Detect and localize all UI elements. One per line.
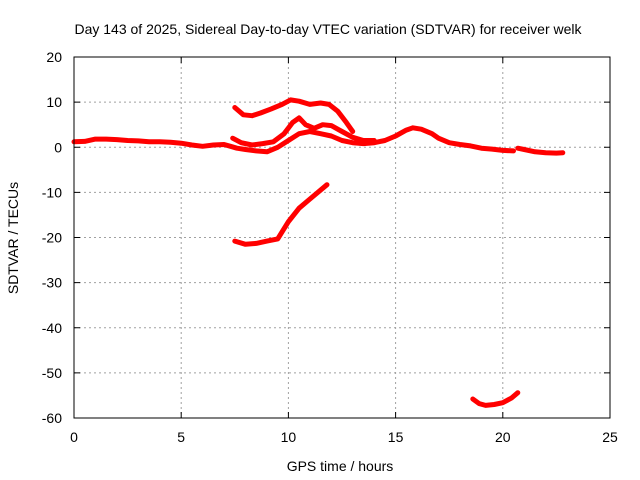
y-tick-label: -50 [42, 365, 62, 381]
chart-title: Day 143 of 2025, Sidereal Day-to-day VTE… [74, 21, 582, 37]
y-axis-title: SDTVAR / TECUs [5, 182, 21, 294]
y-tick-label: -40 [42, 320, 62, 336]
series-negative-ramp-line [232, 182, 330, 247]
series-tail-segment-line [515, 145, 566, 156]
series-bottom-arc-line [470, 390, 521, 408]
series-upper-arc-line [232, 97, 356, 134]
y-tick-label: 0 [54, 139, 62, 155]
series-layer [71, 97, 566, 408]
x-tick-label: 15 [388, 429, 404, 445]
y-tick-label: 20 [46, 49, 62, 65]
x-axis-title: GPS time / hours [287, 458, 394, 474]
axis-ticks [73, 56, 611, 419]
series-main-band-line [71, 125, 516, 155]
y-tick-label: -30 [42, 275, 62, 291]
y-tick-label: -60 [42, 410, 62, 426]
x-tick-label: 5 [177, 429, 185, 445]
x-tick-labels: 0 5 10 15 20 25 [70, 429, 618, 445]
y-tick-label: -20 [42, 230, 62, 246]
y-tick-label: 10 [46, 94, 62, 110]
series-secondary-hump-line [230, 115, 377, 148]
x-tick-label: 20 [495, 429, 511, 445]
y-tick-label: -10 [42, 184, 62, 200]
y-tick-labels: -60 -50 -40 -30 -20 -10 0 10 20 [42, 49, 62, 426]
x-tick-label: 10 [281, 429, 297, 445]
x-tick-label: 0 [70, 429, 78, 445]
x-tick-label: 25 [602, 429, 618, 445]
